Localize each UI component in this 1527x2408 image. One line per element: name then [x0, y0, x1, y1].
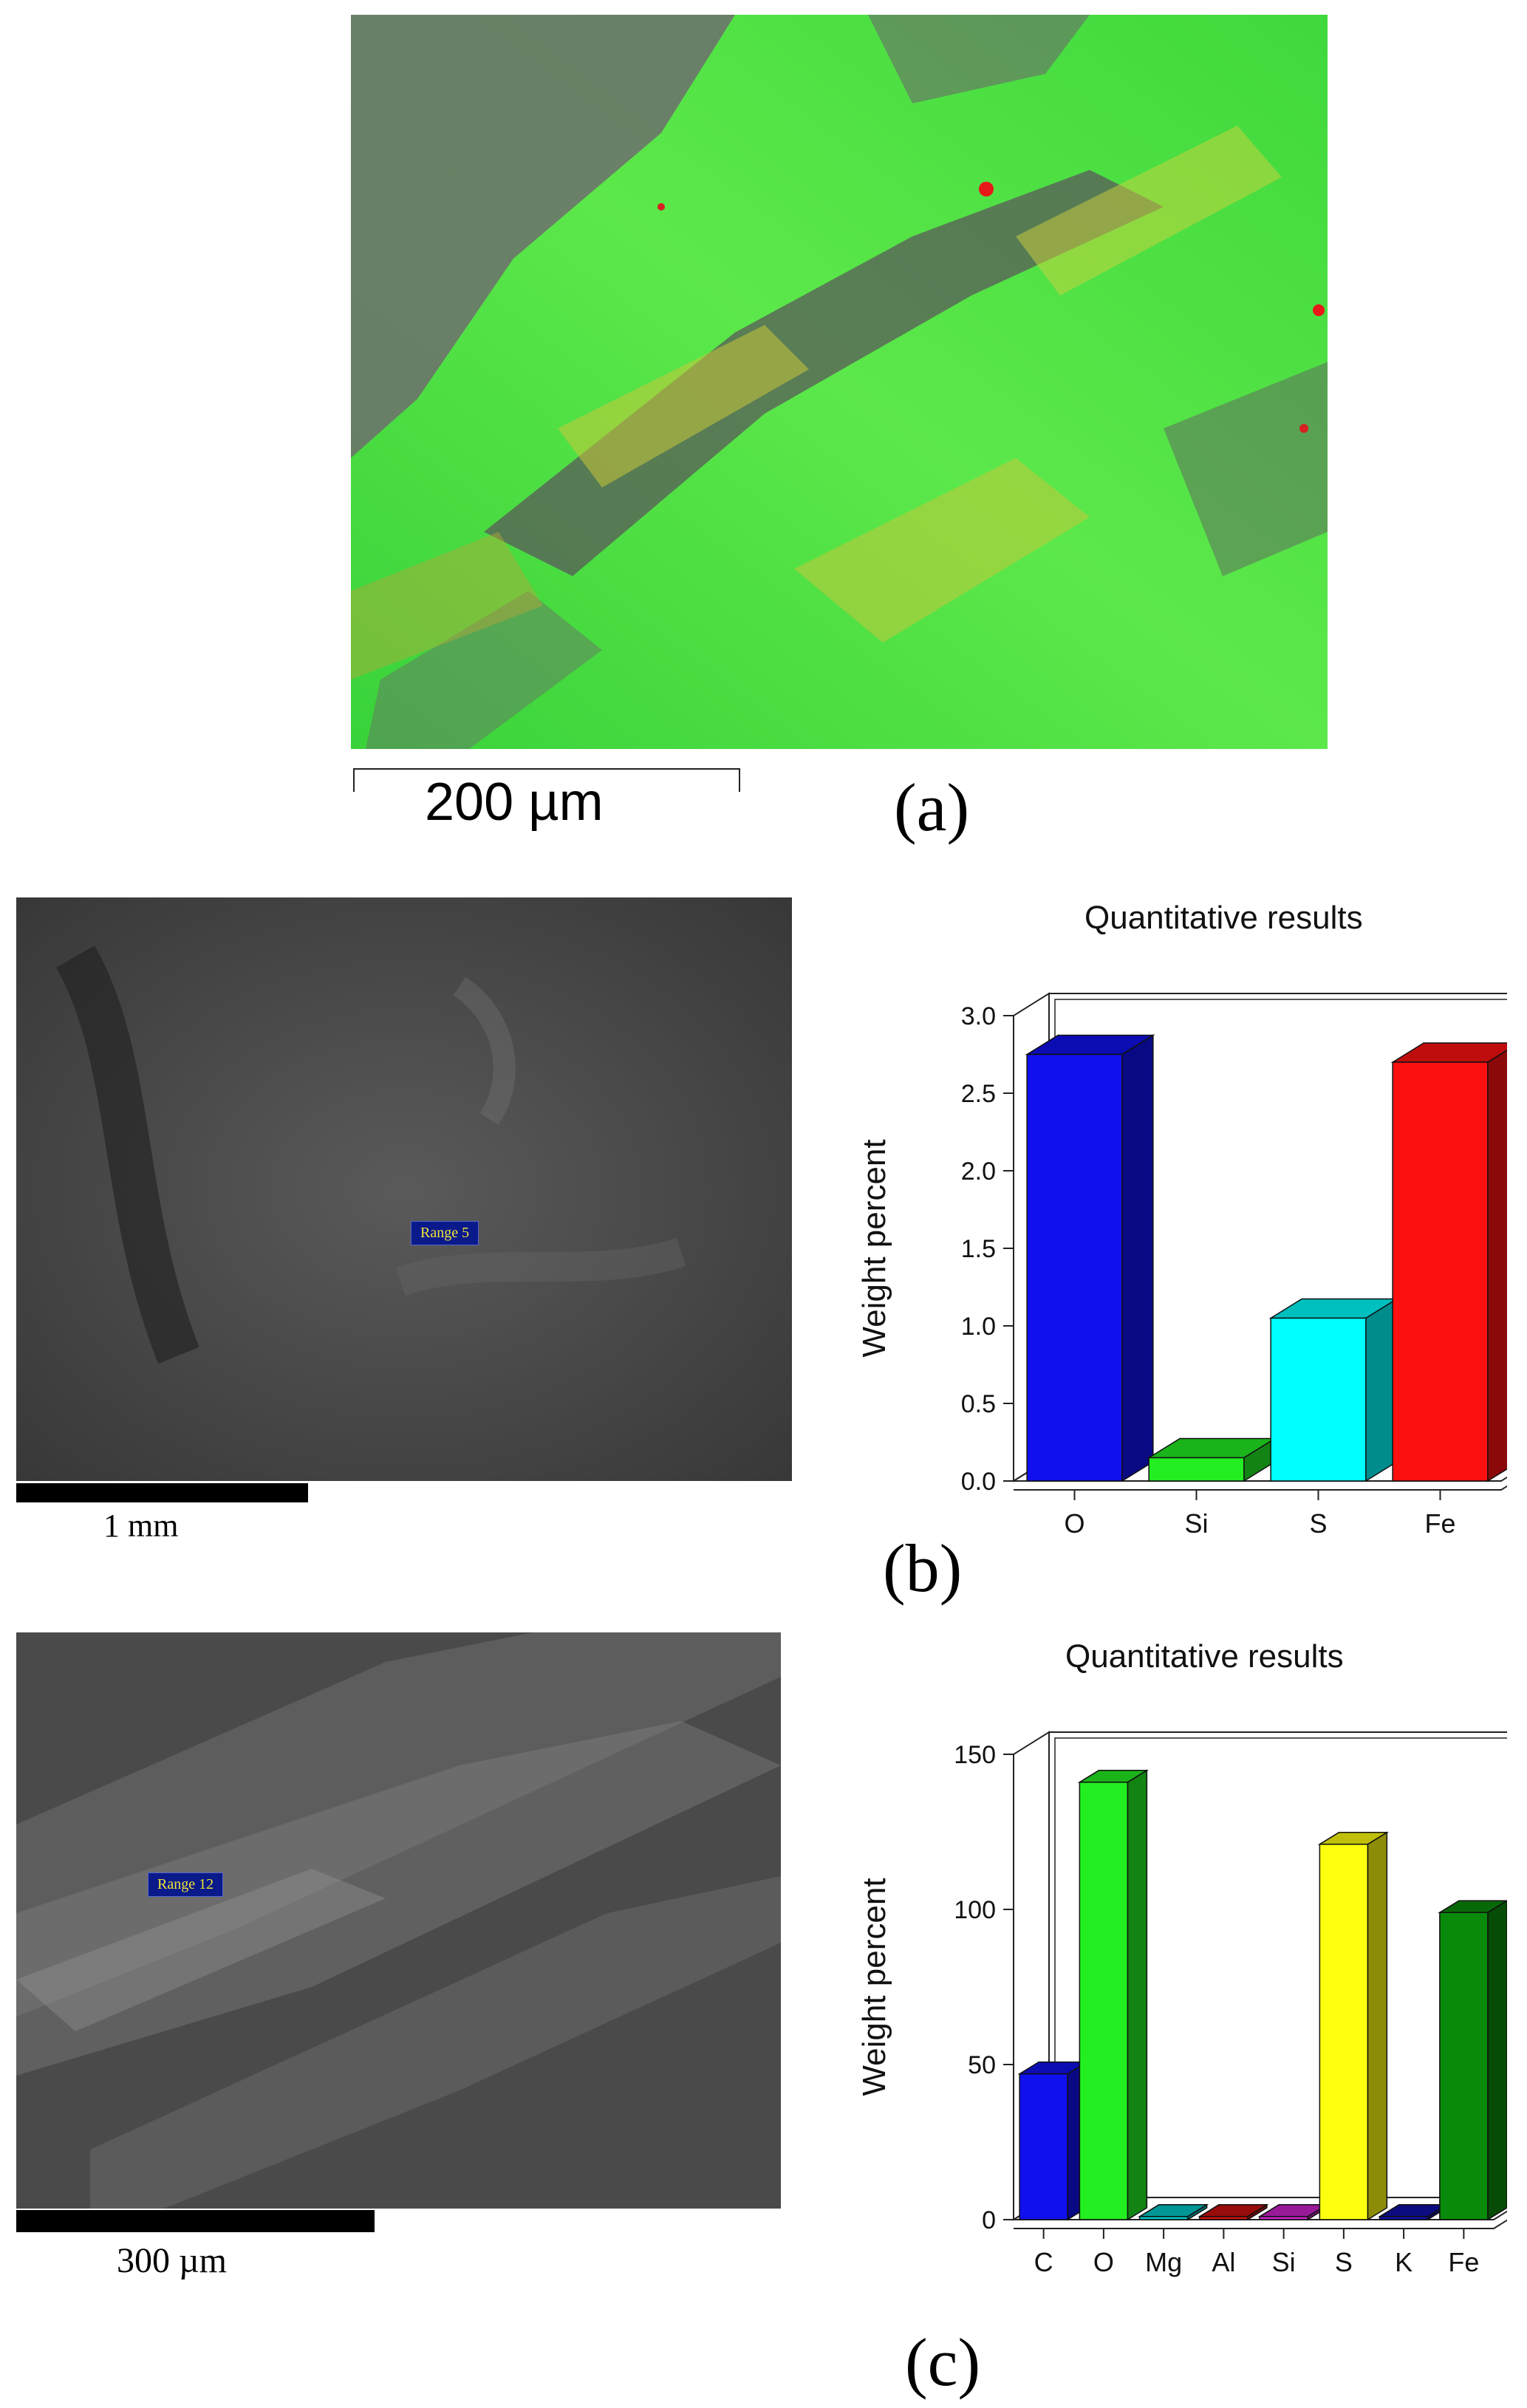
- x-tick-label: O: [1093, 2247, 1114, 2277]
- chart-b: 0.0 0.5 1.0 1.5 2.0 2.5 3.0 Weight percent O Si S F…: [856, 992, 1507, 1539]
- bar-C: [1017, 2061, 1089, 2221]
- x-tick-label: S: [1335, 2247, 1353, 2277]
- elemental-map-image: [351, 15, 1328, 749]
- bar-Fe: [1390, 1042, 1507, 1482]
- bar-side: [1487, 1049, 1507, 1482]
- chart-c: 0 50 100 150 Weight percent C O Mg Al Si S K Fe: [856, 1731, 1507, 2277]
- bar-front: [1270, 1317, 1367, 1482]
- y-tick-label: 0: [982, 2206, 996, 2234]
- chart-floor-edge: [1014, 2219, 1507, 2229]
- bar-K: [1377, 2203, 1449, 2221]
- bar-side: [1127, 1769, 1148, 2221]
- range-tag-b: Range 5: [411, 1221, 479, 1245]
- bar-S: [1268, 1298, 1399, 1482]
- bar-O: [1025, 1034, 1155, 1482]
- chart-b-title: Quantitative results: [1084, 900, 1363, 936]
- x-tick-label: Al: [1212, 2247, 1235, 2277]
- x-tick-label: C: [1034, 2247, 1053, 2277]
- bar-front: [1148, 1457, 1245, 1482]
- bar-O: [1077, 1769, 1149, 2221]
- bar-Mg: [1137, 2203, 1209, 2221]
- bar-S: [1317, 1831, 1390, 2221]
- scale-bar-a-label: 200 µm: [425, 773, 604, 832]
- y-axis-label: Weight percent: [856, 1878, 892, 2096]
- bar-front: [1199, 2216, 1248, 2220]
- bar-side: [1367, 1831, 1388, 2221]
- x-tick-label: Si: [1184, 1508, 1208, 1539]
- scale-bar-a: [353, 768, 740, 792]
- sem-image-c: [16, 1632, 781, 2209]
- x-tick-label: Mg: [1145, 2247, 1182, 2277]
- bar-top: [1390, 1042, 1507, 1063]
- x-tick-label: Fe: [1448, 2247, 1479, 2277]
- sem-image-b: [16, 897, 792, 1481]
- bar-front: [1379, 2216, 1429, 2220]
- scale-bar-b: [16, 1483, 308, 1502]
- scale-bar-c: [16, 2210, 375, 2232]
- x-tick-label: Si: [1272, 2247, 1296, 2277]
- bar-top: [1257, 2204, 1329, 2217]
- range-tag-c: Range 12: [148, 1872, 224, 1897]
- panel-label-b: (b): [883, 1530, 963, 1606]
- panel-label-a: (a): [894, 770, 970, 845]
- y-tick-label: 1.5: [961, 1235, 996, 1263]
- bar-front: [1392, 1061, 1489, 1482]
- bar-front: [1026, 1053, 1123, 1482]
- chart-c-title: Quantitative results: [1065, 1638, 1344, 1675]
- bar-front: [1079, 1782, 1129, 2220]
- x-tick-label: K: [1395, 2247, 1412, 2277]
- x-tick-label: O: [1064, 1508, 1084, 1539]
- bar-front: [1439, 1912, 1489, 2220]
- y-tick-label: 3.0: [961, 1002, 996, 1030]
- x-tick-label: Fe: [1424, 1508, 1455, 1539]
- chart-back-wall-inner: [1054, 1737, 1507, 2192]
- y-tick-label: 0.0: [961, 1468, 996, 1496]
- bar-Al: [1198, 2203, 1269, 2221]
- scale-bar-b-label: 1 mm: [103, 1508, 179, 1544]
- bar-side: [1121, 1034, 1154, 1482]
- bar-Fe: [1438, 1900, 1507, 2221]
- y-tick-label: 100: [954, 1896, 996, 1924]
- scale-bar-c-label: 300 µm: [117, 2241, 227, 2280]
- bar-side: [1487, 1900, 1507, 2221]
- y-tick-label: 2.5: [961, 1080, 996, 1108]
- bar-front: [1138, 2216, 1189, 2220]
- bar-front: [1319, 1844, 1369, 2220]
- panel-label-c: (c): [905, 2325, 981, 2400]
- y-tick-label: 150: [954, 1741, 996, 1769]
- bar-top: [1377, 2204, 1449, 2217]
- bar-front: [1019, 2073, 1068, 2220]
- bar-Si: [1257, 2203, 1329, 2221]
- bar-front: [1259, 2216, 1308, 2220]
- y-tick-label: 1.0: [961, 1313, 996, 1341]
- x-tick-label: S: [1309, 1508, 1327, 1539]
- y-tick-label: 0.5: [961, 1390, 996, 1418]
- bar-top: [1198, 2204, 1269, 2217]
- y-axis-label: Weight percent: [856, 1139, 892, 1357]
- bar-top: [1137, 2204, 1209, 2217]
- bar-Si: [1147, 1437, 1277, 1482]
- chart-floor-edge: [1014, 1485, 1507, 1491]
- y-tick-label: 2.0: [961, 1157, 996, 1186]
- y-tick-label: 50: [968, 2051, 996, 2079]
